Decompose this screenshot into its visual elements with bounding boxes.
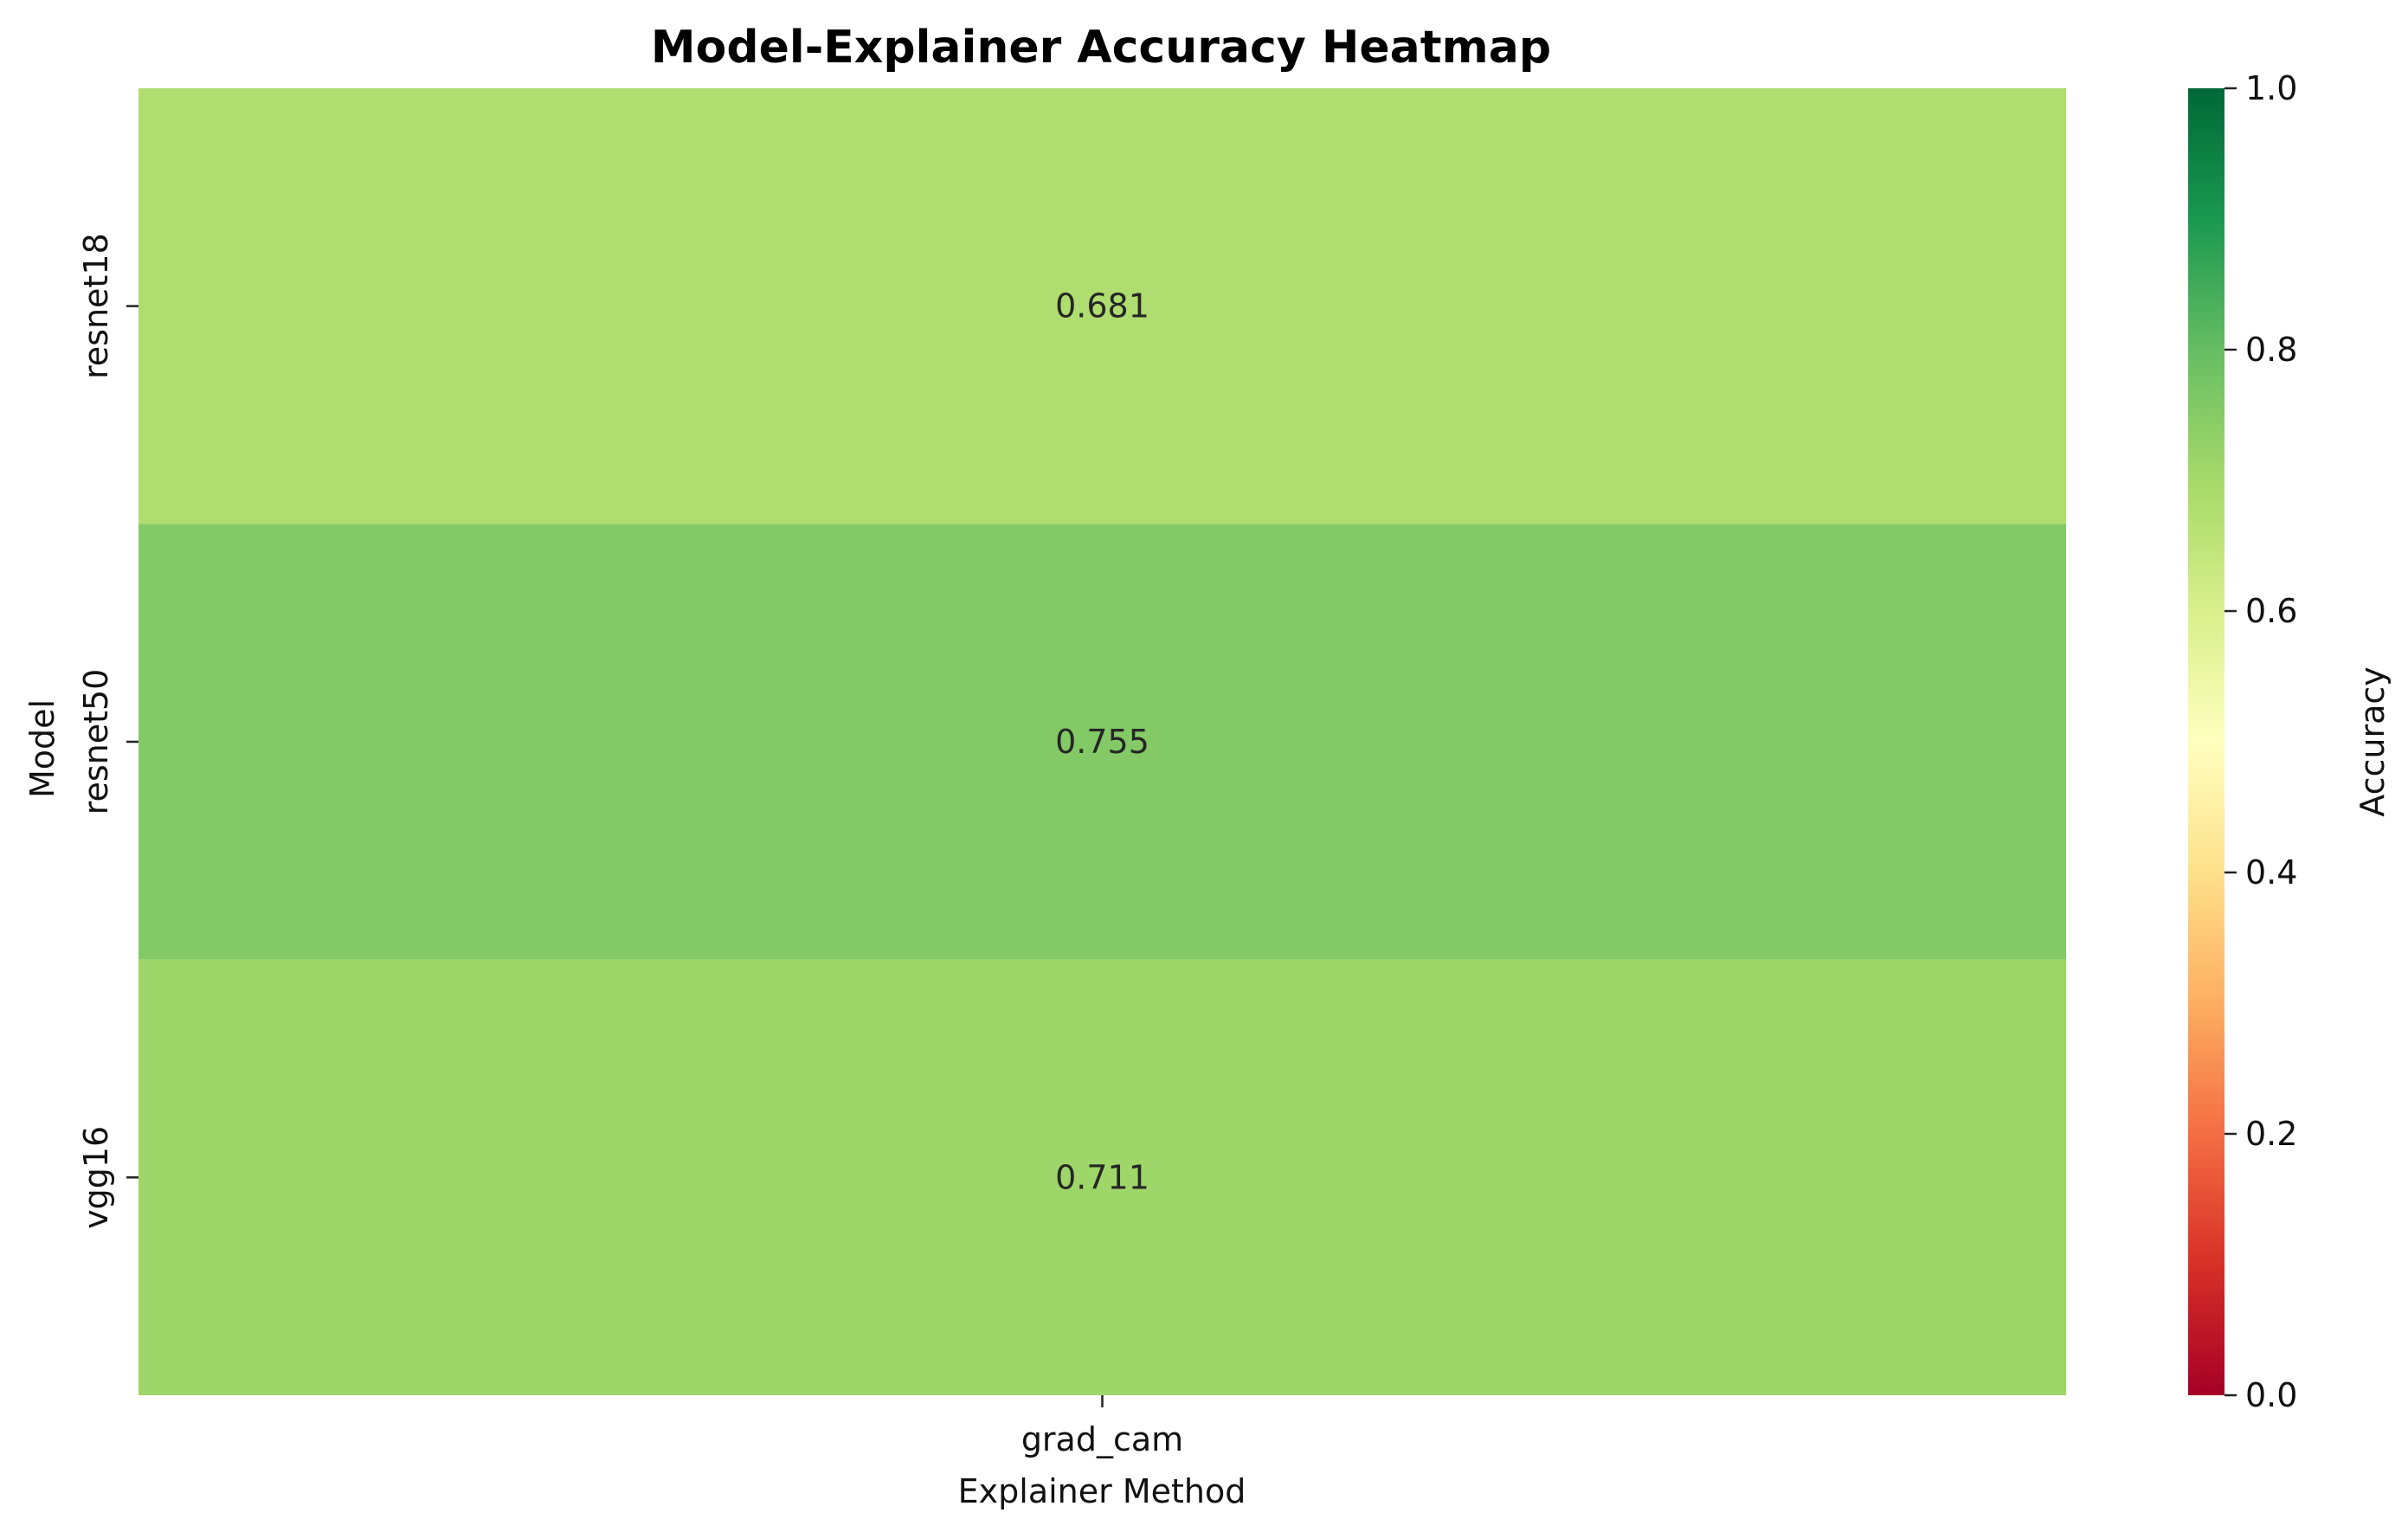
x-tick-label: grad_cam <box>1021 1420 1183 1458</box>
colorbar-label: Accuracy <box>2353 666 2392 817</box>
colorbar-tick-label: 0.0 <box>2245 1376 2297 1414</box>
y-tick-label: resnet50 <box>77 669 115 815</box>
colorbar-tick-label: 0.6 <box>2245 592 2297 630</box>
heatmap-cell <box>138 524 2066 960</box>
chart-title: Model-Explainer Accuracy Heatmap <box>651 22 1551 74</box>
heatmap-cell <box>138 959 2066 1395</box>
cell-value-label: 0.711 <box>1055 1158 1149 1196</box>
colorbar-tick-label: 0.8 <box>2245 331 2297 369</box>
x-tick-labels: grad_cam <box>1021 1395 1183 1458</box>
colorbar-tick-label: 0.2 <box>2245 1115 2297 1153</box>
colorbar-tick-label: 0.4 <box>2245 853 2297 892</box>
heatmap-cell <box>138 88 2066 525</box>
colorbar <box>2188 88 2225 1395</box>
cell-value-label: 0.681 <box>1055 287 1149 325</box>
cell-value-label: 0.755 <box>1055 723 1149 761</box>
heatmap-cells: 0.681 0.755 0.711 <box>138 88 2066 1395</box>
x-axis-label: Explainer Method <box>958 1472 1246 1510</box>
y-tick-label: resnet18 <box>77 233 115 379</box>
y-tick-labels: resnet18 resnet50 vgg16 <box>77 233 138 1229</box>
colorbar-tick-label: 1.0 <box>2245 69 2297 107</box>
y-axis-label: Model <box>23 699 61 798</box>
y-tick-label: vgg16 <box>77 1126 115 1229</box>
colorbar-ticks: 0.0 0.2 0.4 0.6 0.8 1.0 <box>2225 69 2297 1414</box>
